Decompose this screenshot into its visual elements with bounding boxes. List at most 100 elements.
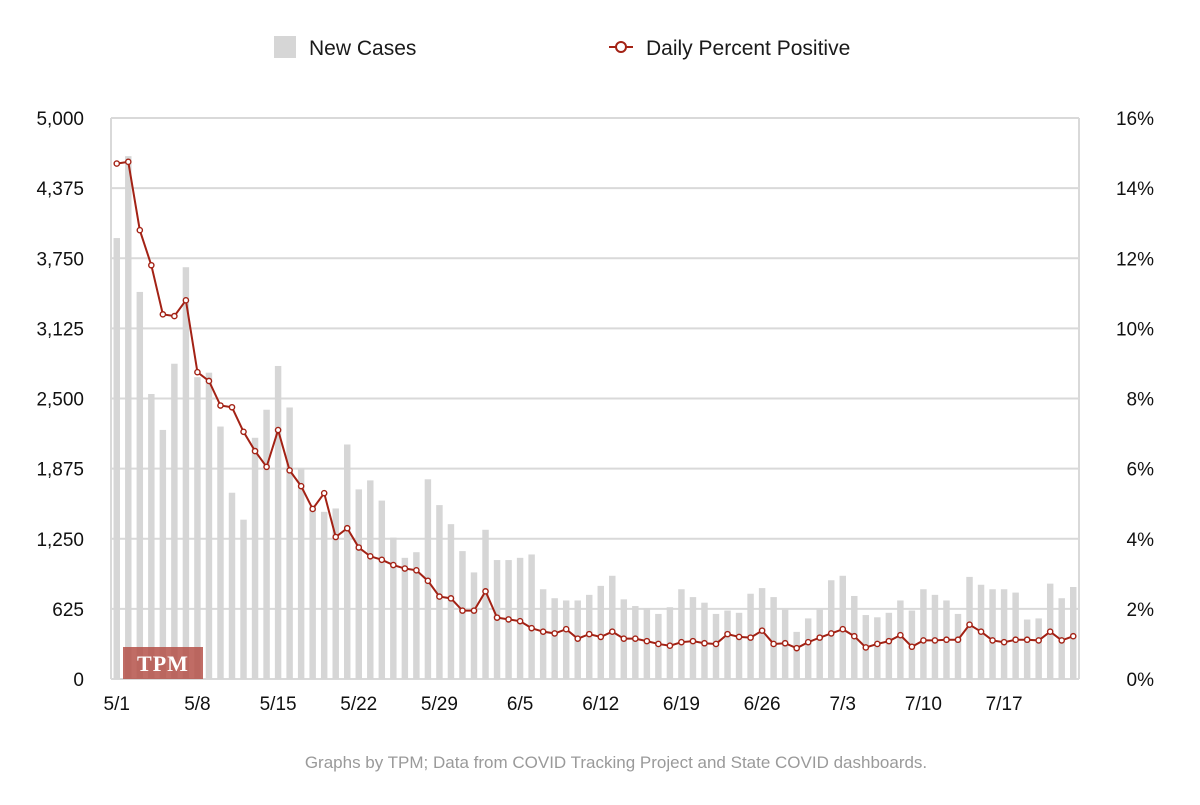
bar-new-cases [436,505,443,679]
bar-new-cases [954,613,962,679]
bar-new-cases [1012,592,1019,679]
percent-positive-point [585,630,593,638]
percent-positive-point [827,630,835,637]
percent-positive-point [1000,638,1008,646]
y-left-tick-label: 4,375 [36,179,84,200]
percent-positive-point [240,428,247,436]
bar-new-cases [274,365,282,679]
percent-positive-point [124,158,132,166]
x-tick-label: 5/8 [184,694,210,715]
bar-new-cases [885,612,893,679]
legend-item-new-cases: New Cases [274,36,416,60]
bar-new-cases [205,372,213,679]
percent-positive-point [874,640,881,648]
y-right-tick-label: 2% [1127,600,1155,621]
percent-positive-point [562,625,570,633]
percent-positive-point [897,631,904,639]
percent-positive-point [804,638,812,646]
percent-positive-point [977,628,985,635]
bar-new-cases [125,156,132,679]
x-tick-label: 6/12 [582,694,619,715]
percent-positive-point [689,637,697,645]
percent-positive-point [493,614,501,621]
y-right-tick-label: 4% [1127,530,1155,551]
percent-positive-point [1023,636,1031,644]
percent-positive-point [1058,637,1066,644]
bar-new-cases [793,631,800,679]
percent-positive-point [436,593,443,600]
percent-positive-point [424,577,432,585]
bar-new-cases [182,267,190,679]
percent-positive-point [908,643,916,651]
bar-new-cases [920,589,927,679]
bar-new-cases [228,492,236,679]
y-left-tick-label: 0 [73,670,84,691]
percent-positive-point [885,637,893,645]
percent-positive-point [297,482,305,490]
y-left-tick-label: 1,250 [36,530,84,551]
bar-new-cases [355,489,362,679]
percent-positive-point [505,616,512,623]
percent-positive-point [343,524,351,532]
percent-positive-point [148,261,155,269]
percent-positive-point [1035,637,1042,644]
bar-new-cases [562,600,570,679]
percent-positive-point [470,607,478,614]
y-left-tick-label: 1,875 [36,460,84,481]
bar-new-cases [413,552,420,679]
y-right-tick-label: 6% [1127,460,1155,481]
watermark-text: TPM [137,651,189,676]
percent-positive-point [263,463,270,471]
bar-new-cases [816,609,823,679]
bar-new-cases [390,537,397,679]
percent-positive-point [943,636,950,644]
bar-new-cases [217,426,224,679]
bar-new-cases [320,511,328,679]
bar-new-cases [989,589,996,679]
percent-positive-point [632,635,639,642]
percent-positive-point [1069,632,1077,640]
percent-positive-point [608,628,616,635]
bar-new-cases [171,363,178,679]
percent-positive-point [182,297,190,304]
bar-new-cases [1023,619,1031,679]
bar-new-cases [113,238,120,679]
line-daily-percent-positive [113,158,1077,652]
bar-new-cases [1035,618,1042,679]
percent-positive-point [597,633,605,641]
legend-marker-swatch [615,41,627,53]
bar-new-cases [735,612,743,679]
legend-item-percent-positive: Daily Percent Positive [609,37,850,60]
watermark-box [123,647,203,679]
bar-new-cases [931,594,939,679]
bar-new-cases [297,468,305,679]
percent-positive-point [770,640,777,648]
percent-positive-point [816,634,824,641]
bar-new-cases [1000,589,1008,679]
legend: New Cases Daily Percent Positive [274,36,850,60]
bar-new-cases [470,572,478,679]
y-right-tick-label: 10% [1116,319,1154,340]
y-axis-left-ticks: 5,000 4,375 3,750 3,125 2,500 1,875 1,250 625 0 [36,109,84,691]
percent-positive-point [574,635,582,642]
x-tick-label: 6/5 [507,694,533,715]
bar-new-cases [251,437,259,679]
bar-new-cases [136,291,144,679]
percent-positive-point [286,467,293,474]
percent-positive-point [920,637,927,644]
bar-new-cases [159,429,167,679]
bar-new-cases [828,580,835,679]
bar-new-cases [344,444,351,679]
bar-new-cases [240,519,247,679]
percent-positive-point [228,403,236,411]
percent-positive-point [1046,628,1054,635]
legend-label-new-cases: New Cases [309,37,416,60]
source-note: Graphs by TPM; Data from COVID Tracking … [305,753,927,772]
y-left-tick-label: 2,500 [36,390,84,411]
y-right-tick-label: 8% [1127,390,1155,411]
percent-positive-point [666,642,674,649]
bar-new-cases [678,589,685,679]
y-left-tick-label: 5,000 [36,109,84,130]
percent-positive-point [1012,636,1019,644]
tpm-watermark: TPM [123,647,203,679]
